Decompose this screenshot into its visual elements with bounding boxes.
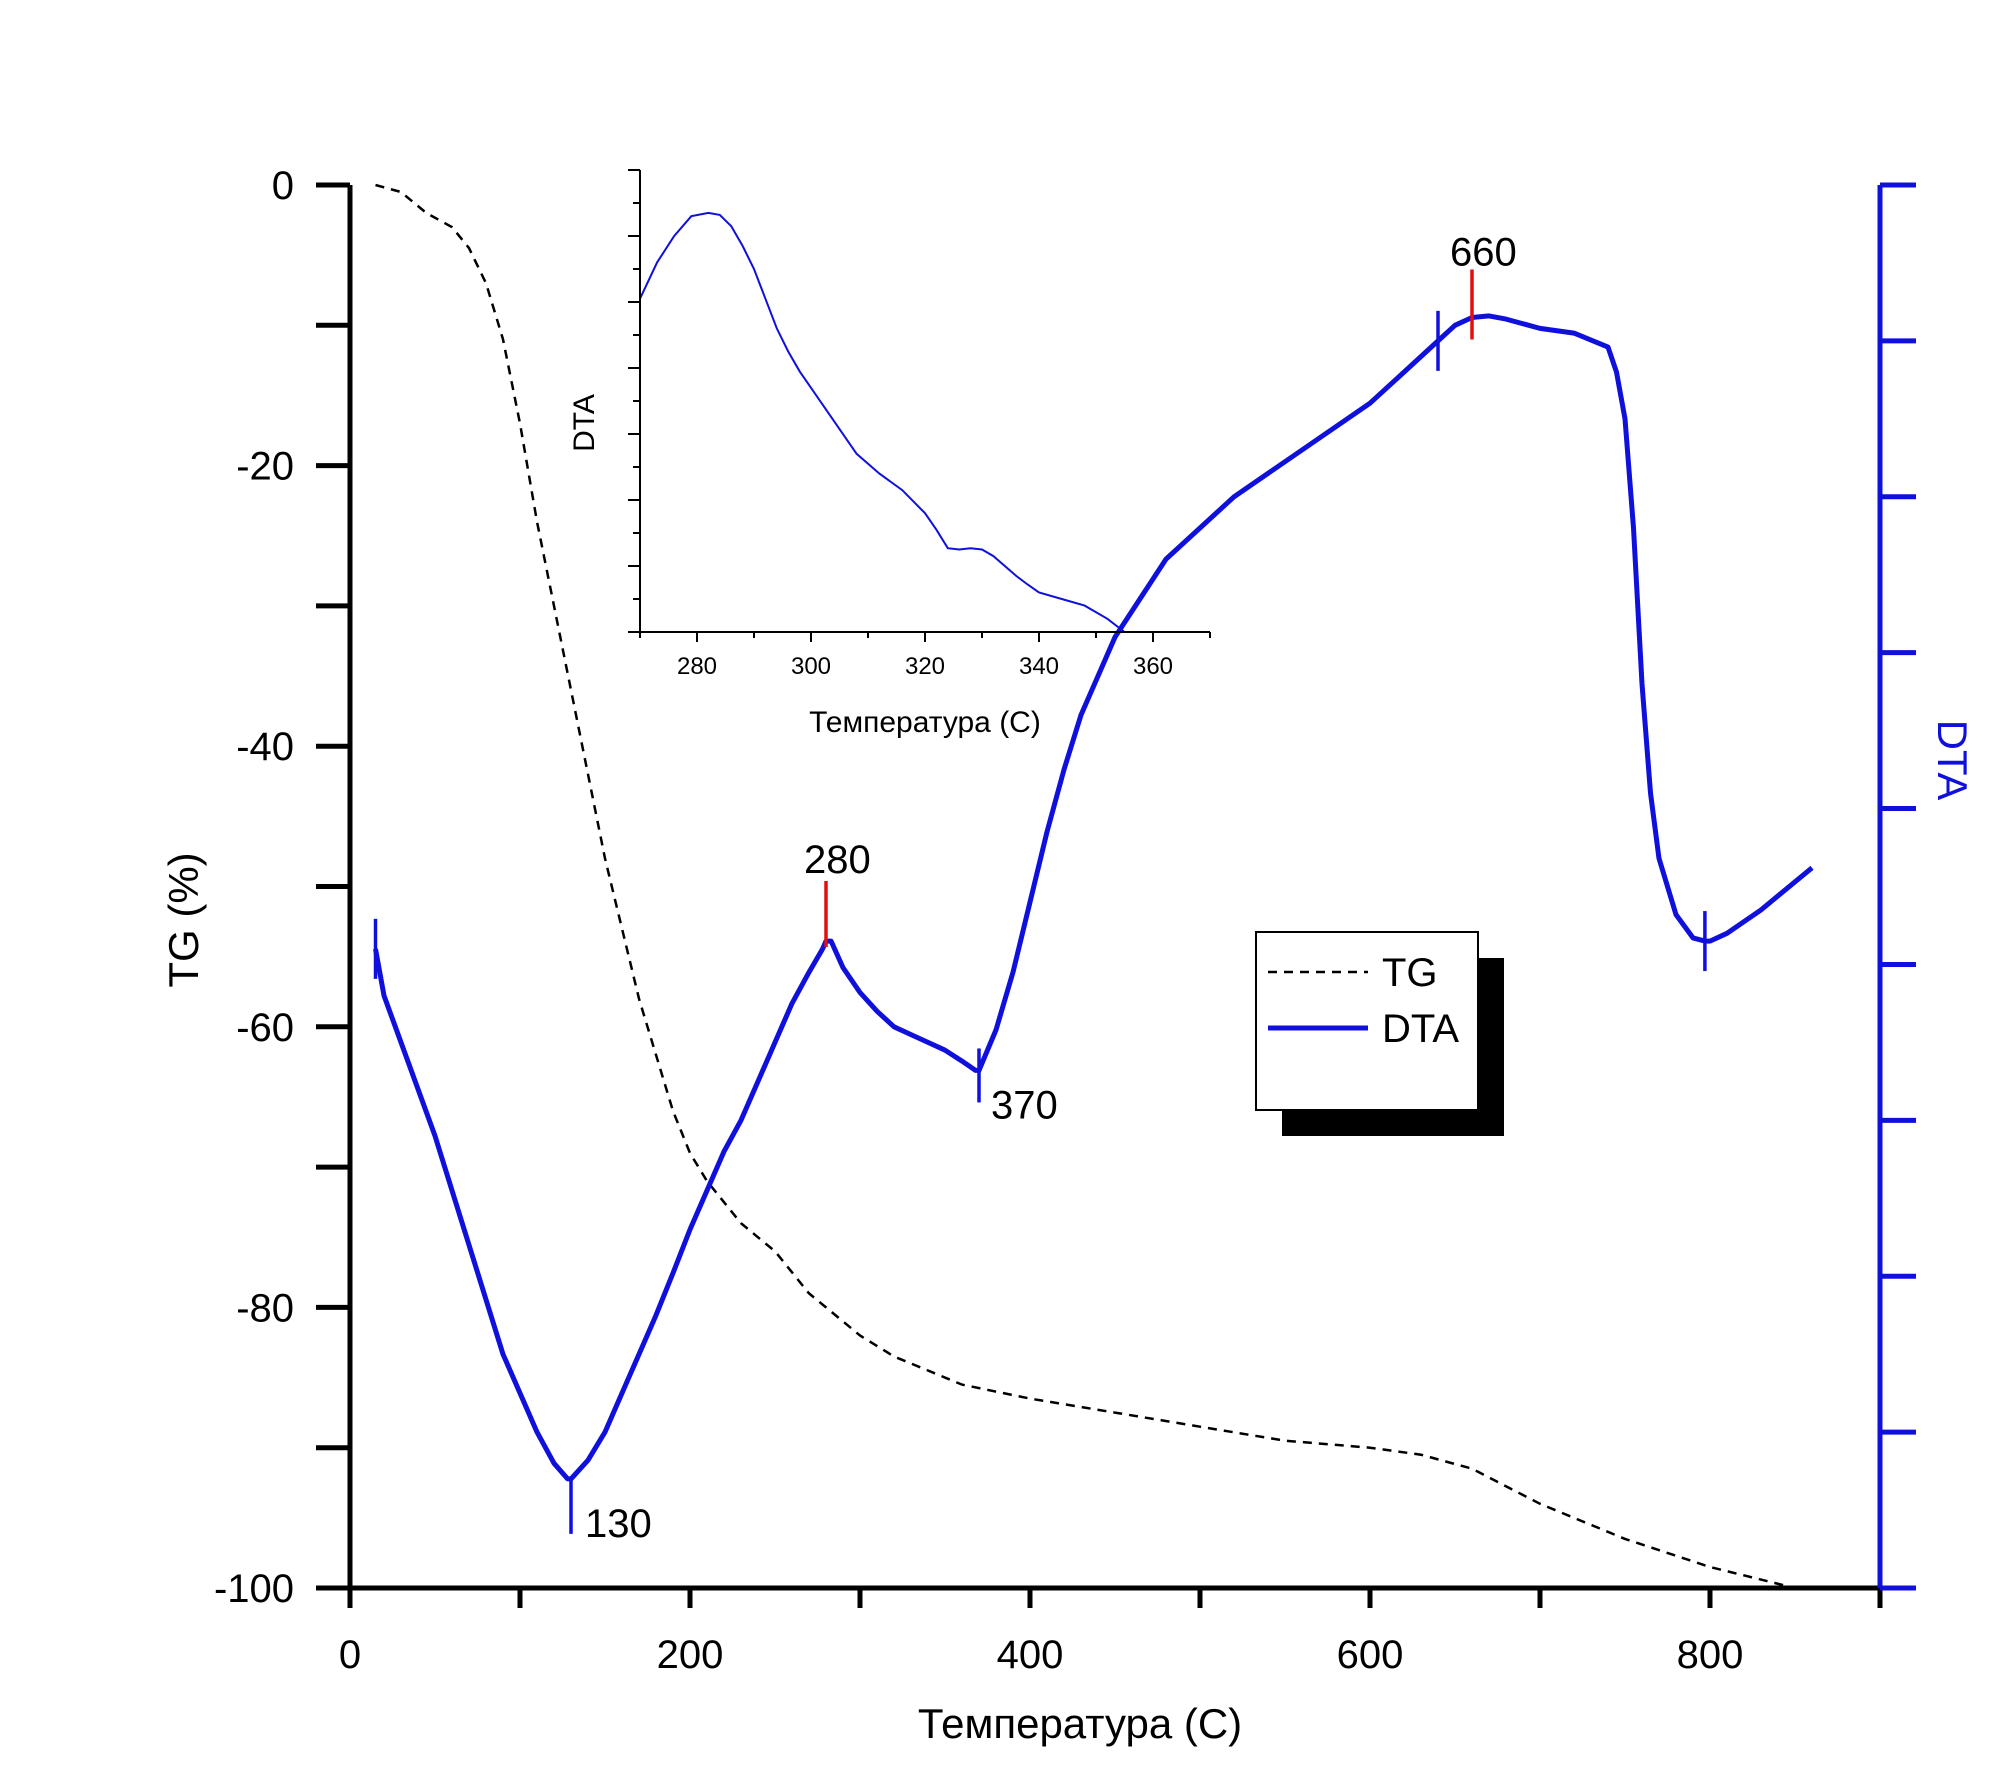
right-axis-ticks [1880, 182, 1916, 1591]
annotation-130: 130 [585, 1502, 652, 1546]
x-tick-label-600: 600 [1337, 1633, 1404, 1677]
inset-x-tick-label-300: 300 [791, 653, 831, 680]
inset-x-tick-label-340: 340 [1019, 653, 1059, 680]
right-axis-label: DTA [1929, 720, 1976, 801]
x-tick-label-200: 200 [657, 1633, 724, 1677]
inset-x-ticks: 280 300 320 340 360 [639, 632, 1211, 680]
inset-y-axis-label: DTA [568, 394, 601, 452]
annotation-280: 280 [804, 838, 871, 882]
inset-chart: 280 300 320 340 360 Температура (С) DTA [568, 169, 1211, 739]
inset-dta-series [639, 211, 1126, 633]
inset-y-ticks [628, 169, 640, 633]
inset-x-tick-label-320: 320 [905, 653, 945, 680]
legend-dta-label: DTA [1382, 1007, 1459, 1051]
peak-markers [373, 269, 1707, 1534]
y-tick-label--60: -60 [236, 1006, 294, 1050]
tg-series [375, 183, 1796, 1590]
inset-x-tick-label-360: 360 [1133, 653, 1173, 680]
x-tick-label-400: 400 [997, 1633, 1064, 1677]
annotation-370: 370 [991, 1083, 1058, 1127]
legend-tg-label: TG [1382, 951, 1438, 995]
annotation-660: 660 [1450, 231, 1517, 275]
peak-annotations: 130 280 370 660 [585, 231, 1517, 1546]
y-tick-label--80: -80 [236, 1286, 294, 1330]
y-tick-label--40: -40 [236, 725, 294, 769]
legend: TG DTA [1255, 931, 1504, 1136]
inset-dta-line [639, 211, 1126, 633]
dta-line [373, 313, 1814, 1482]
inset-x-tick-label-280: 280 [677, 653, 717, 680]
y-tick-label-0: 0 [272, 164, 294, 208]
y-axis-label: TG (%) [160, 852, 207, 987]
y-tick-label--20: -20 [236, 445, 294, 489]
y-axis-ticks: 0 -20 -40 -60 -80 -100 [214, 164, 350, 1611]
x-axis-label: Температура (С) [918, 1700, 1242, 1747]
x-tick-label-0: 0 [339, 1633, 361, 1677]
y-tick-label--100: -100 [214, 1567, 294, 1611]
dta-series [373, 313, 1814, 1482]
legend-box [1255, 931, 1479, 1111]
x-tick-label-800: 800 [1677, 1633, 1744, 1677]
inset-x-axis-label: Температура (С) [809, 706, 1041, 739]
x-axis-ticks: 0 200 400 600 800 [339, 1588, 1883, 1677]
tg-line [375, 183, 1796, 1590]
